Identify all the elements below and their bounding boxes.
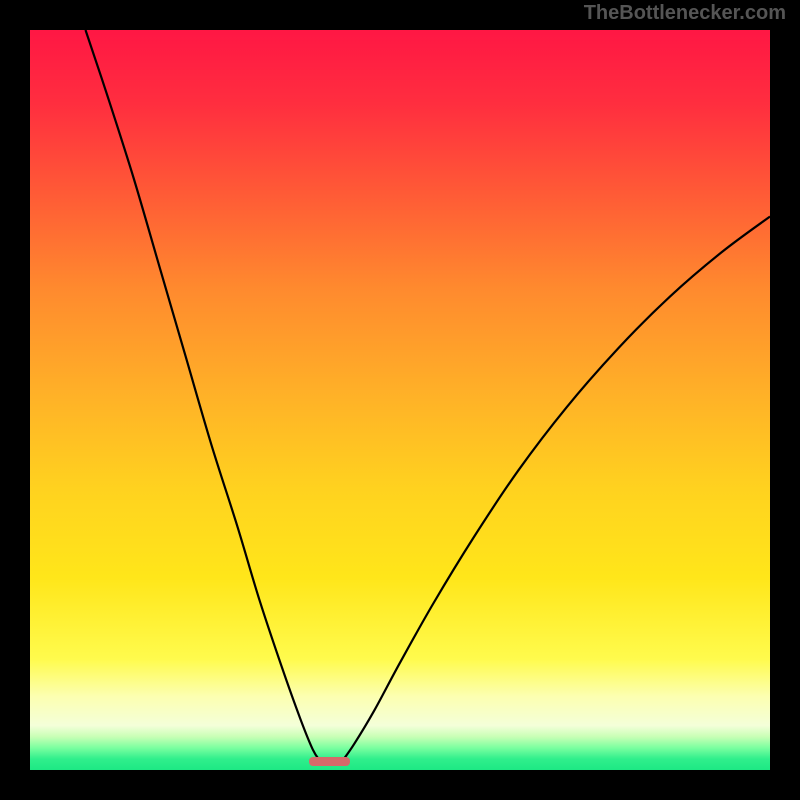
watermark-text: TheBottlenecker.com [584, 2, 786, 25]
valley-marker [309, 757, 350, 766]
right-curve [342, 216, 770, 761]
left-curve [86, 30, 321, 761]
curve-layer [30, 30, 770, 770]
chart-container: TheBottlenecker.com [0, 0, 800, 800]
plot-area [30, 30, 770, 770]
